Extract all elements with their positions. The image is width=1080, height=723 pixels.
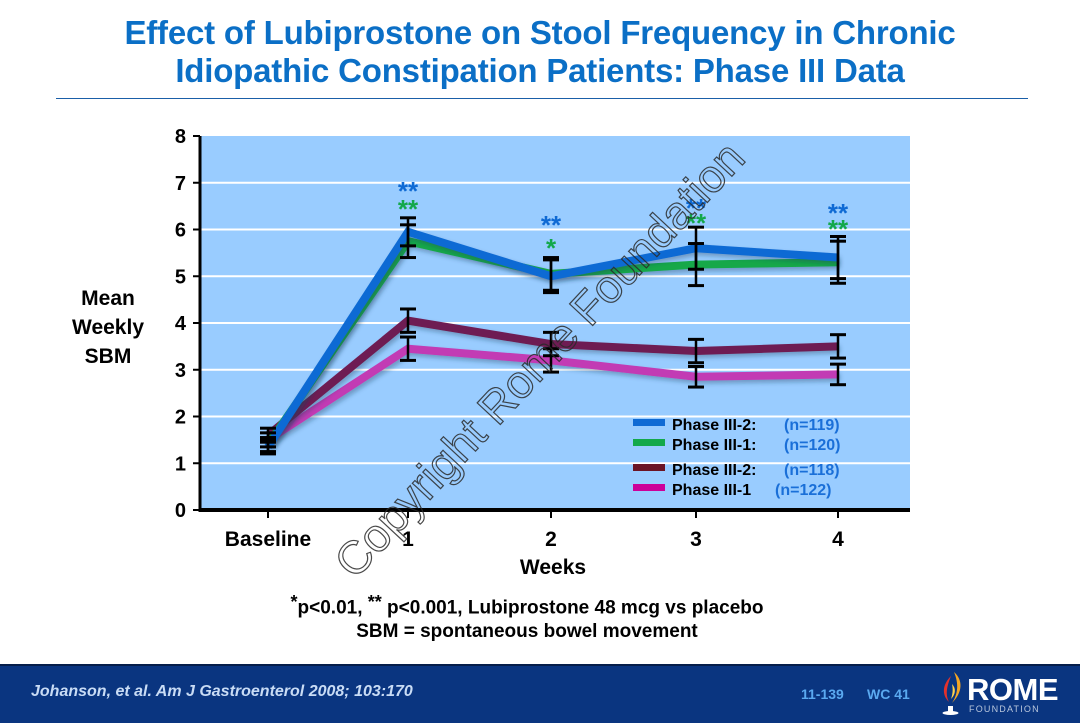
legend-n-label: (n=119) <box>784 417 840 434</box>
y-axis-label: Mean Weekly SBM <box>52 284 164 371</box>
significance-marker: ** <box>541 210 562 240</box>
x-tick-label: Baseline <box>225 528 311 551</box>
significance-marker: ** <box>828 214 849 244</box>
x-tick-label: 4 <box>832 528 844 551</box>
y-tick-label: 2 <box>175 407 186 429</box>
wc-code: WC 41 <box>867 686 910 702</box>
error-bars <box>260 216 846 456</box>
significance-marker: ** <box>828 198 849 228</box>
x-tick-label: 1 <box>402 528 414 551</box>
y-tick-label: 1 <box>175 453 186 475</box>
error-bar <box>400 335 416 362</box>
significance-marker: ** <box>686 193 707 223</box>
footnote-text-a: p<0.01, <box>297 597 368 619</box>
legend-n-label: (n=118) <box>784 462 840 479</box>
footnote-star-double: ** <box>367 592 382 612</box>
significance-marker: ** <box>686 208 707 238</box>
y-tick-labels: 0 1 2 3 4 5 6 7 8 <box>175 126 187 522</box>
logo-wordmark: ROME <box>967 672 1059 707</box>
legend-label: Phase III-1: <box>672 437 756 454</box>
slide-title: Effect of Lubiprostone on Stool Frequenc… <box>0 14 1080 90</box>
footnote-text-b: p<0.001, Lubiprostone 48 mcg vs placebo <box>381 597 764 619</box>
y-tick-label: 7 <box>175 173 186 195</box>
slide-code: 11-139 <box>801 686 844 702</box>
x-tick-labels: Baseline 1 2 3 4 <box>225 528 844 551</box>
error-bar <box>400 223 416 260</box>
y-tick-label: 0 <box>175 500 186 522</box>
logo-subtitle: FOUNDATION <box>969 704 1040 714</box>
footnote-sbm-definition: SBM = spontaneous bowel movement <box>356 621 698 642</box>
error-bar <box>260 431 276 449</box>
legend-label: Phase III-2: <box>672 462 756 479</box>
error-bar <box>543 256 559 292</box>
slide-title-line-2: Idiopathic Constipation Patients: Phase … <box>175 52 905 89</box>
legend-swatch <box>633 464 665 471</box>
y-axis-label-line: Mean <box>81 287 135 310</box>
legend-swatch <box>633 484 665 491</box>
legend-swatch <box>633 439 665 446</box>
footnote-star-single: * <box>290 592 298 612</box>
error-bar <box>830 333 846 360</box>
y-tick-label: 6 <box>175 220 186 242</box>
error-bar <box>543 347 559 374</box>
legend: Phase III-2: (n=119) Phase III-1: (n=120) Ph… <box>633 417 840 499</box>
y-axis-label-line: Weekly <box>72 316 144 339</box>
error-bar <box>688 364 704 389</box>
legend-n-label: (n=120) <box>784 437 840 454</box>
x-tick-label: 2 <box>545 528 557 551</box>
x-axis-label: Weeks <box>520 556 586 579</box>
slide-title-line-1: Effect of Lubiprostone on Stool Frequenc… <box>124 14 956 51</box>
legend-swatch <box>633 419 665 426</box>
error-bar <box>830 362 846 387</box>
y-axis-label-line: SBM <box>84 345 132 368</box>
y-tick-label: 8 <box>175 126 186 148</box>
axes <box>193 135 910 518</box>
footnote-significance: *p<0.01, ** p<0.001, Lubiprostone 48 mcg… <box>0 590 1054 619</box>
y-tick-label: 5 <box>175 266 186 288</box>
y-tick-label: 3 <box>175 360 186 382</box>
x-tick-label: 3 <box>690 528 702 551</box>
significance-marker: ** <box>398 176 419 206</box>
title-divider <box>56 98 1028 99</box>
error-bar <box>400 307 416 334</box>
significance-marker: * <box>546 233 557 263</box>
legend-label: Phase III-1 <box>672 482 751 499</box>
footer-bar: Johanson, et al. Am J Gastroenterol 2008… <box>0 664 1080 723</box>
significance-annotations: *********** **** <box>398 176 849 263</box>
error-bar <box>688 337 704 365</box>
error-bar <box>830 239 846 285</box>
rome-foundation-logo: ROME FOUNDATION <box>937 670 1067 718</box>
legend-label: Phase III-2: <box>672 417 756 434</box>
y-tick-label: 4 <box>175 313 187 335</box>
flame-icon <box>942 672 961 715</box>
error-bar <box>688 242 704 288</box>
legend-n-label: (n=122) <box>775 482 831 499</box>
citation: Johanson, et al. Am J Gastroenterol 2008… <box>31 683 413 700</box>
significance-marker: ** <box>398 194 419 224</box>
